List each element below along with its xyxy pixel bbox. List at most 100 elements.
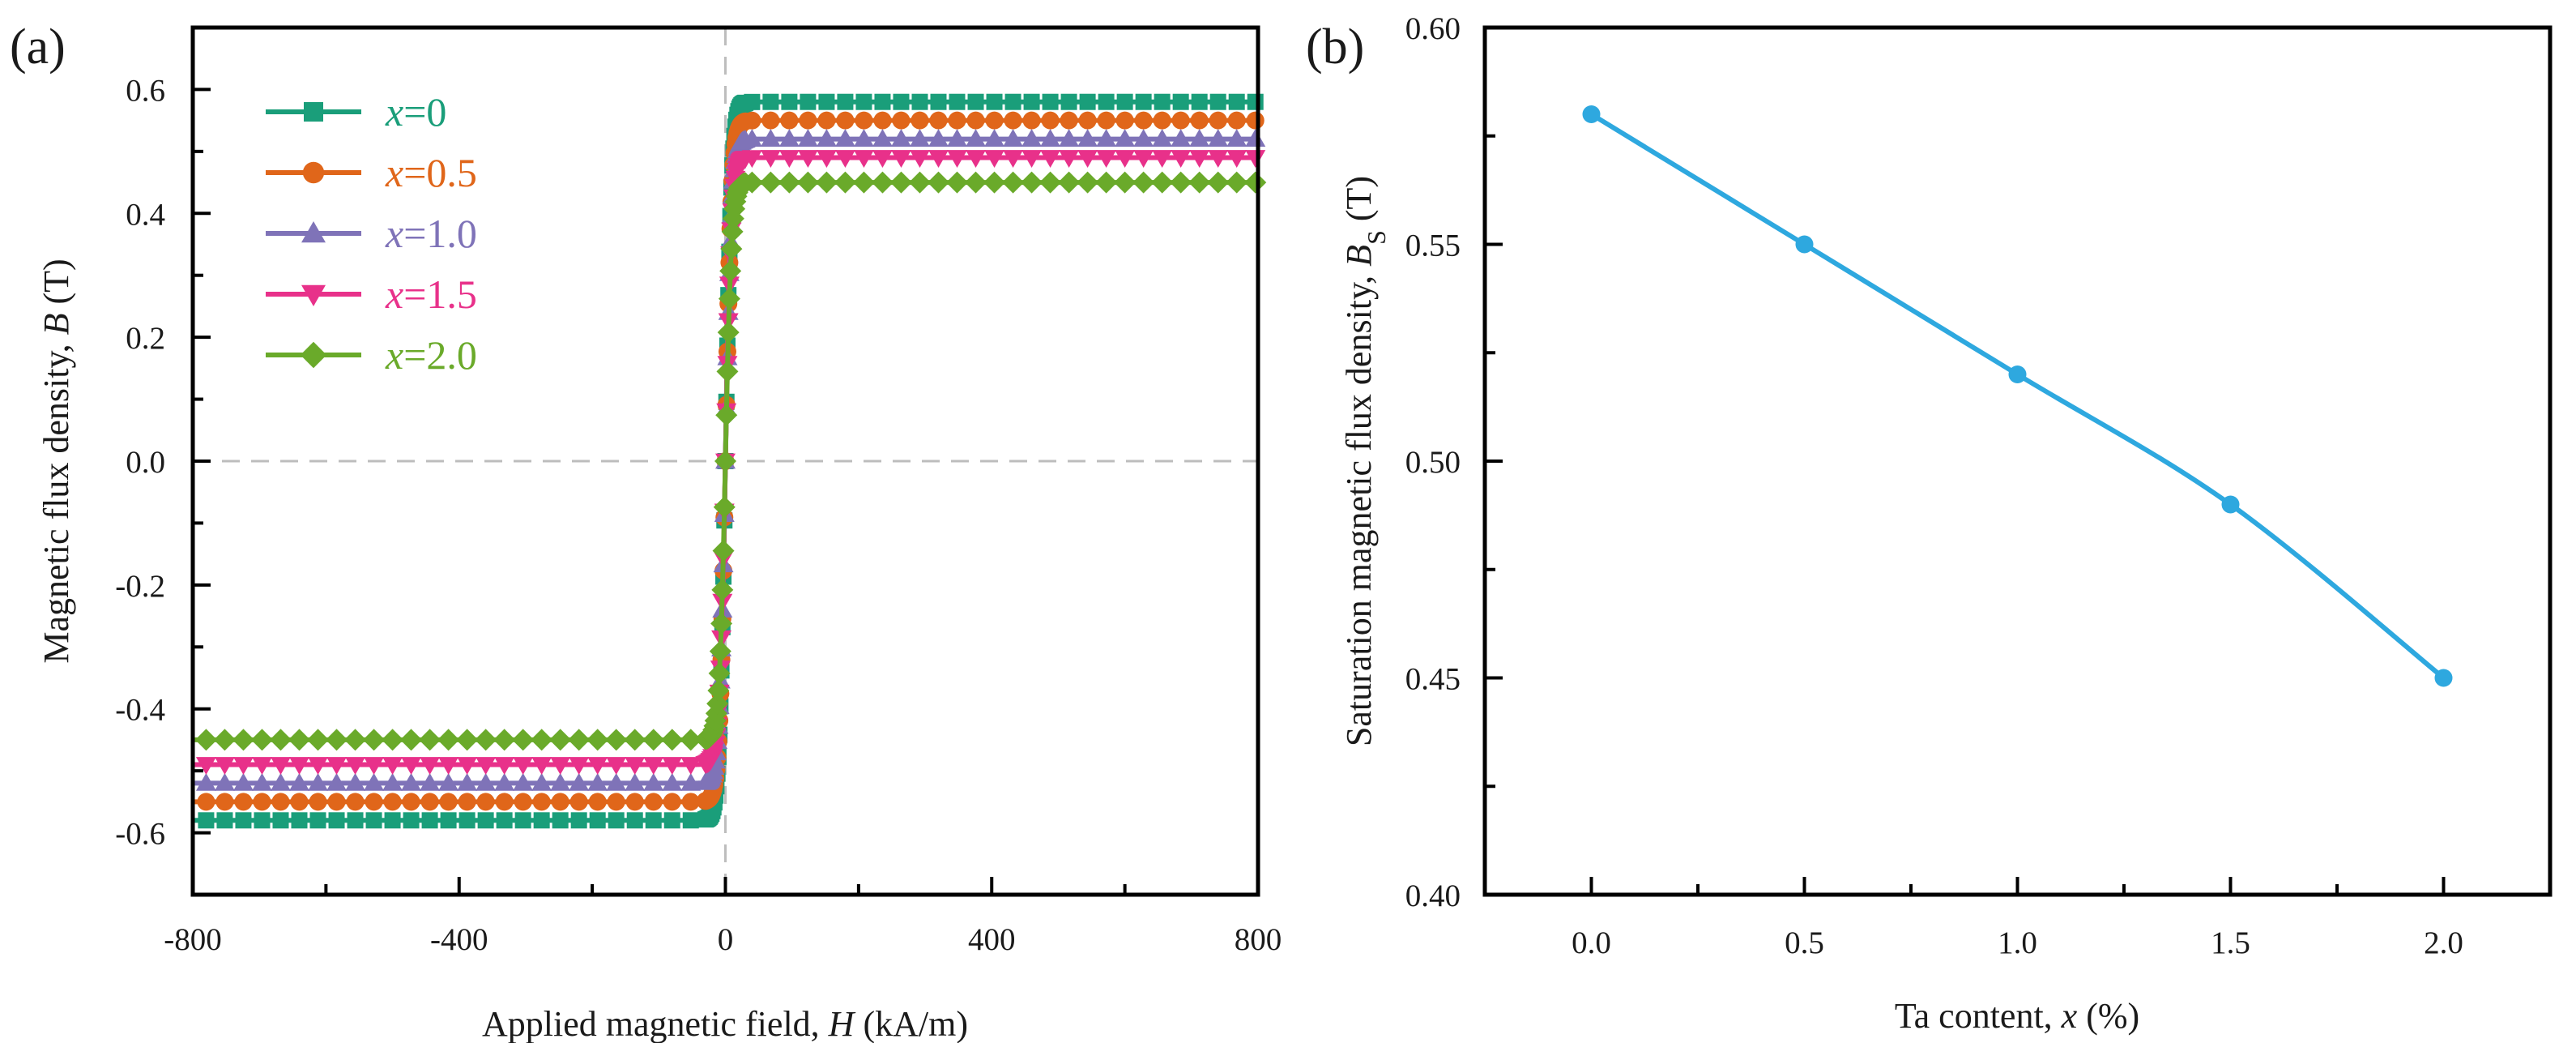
data-point [383, 793, 402, 811]
data-point [778, 171, 800, 194]
data-point [1247, 93, 1264, 110]
data-point [967, 93, 984, 110]
data-point [476, 772, 497, 791]
data-point [437, 729, 460, 751]
data-point [476, 757, 497, 775]
data-point [908, 171, 931, 194]
data-point [495, 793, 514, 811]
legend-item: x=1.0 [266, 211, 477, 256]
data-point [1040, 129, 1061, 147]
data-point [720, 237, 743, 260]
data-point [1039, 171, 1062, 194]
data-point [1021, 171, 1043, 194]
y-tick-label: 0.0 [126, 445, 165, 480]
hysteresis-curves [193, 93, 1267, 829]
data-point [456, 729, 479, 751]
data-point [1208, 150, 1229, 168]
data-point [1209, 111, 1227, 130]
data-point [550, 757, 571, 775]
data-point [852, 171, 875, 194]
data-point [871, 171, 893, 194]
data-point [911, 93, 928, 110]
data-point [949, 93, 966, 110]
data-point [816, 129, 837, 147]
data-point [680, 757, 702, 775]
data-point [1060, 93, 1077, 110]
y-tick-label: 0.45 [1405, 662, 1461, 697]
data-point [401, 772, 422, 791]
data-point [928, 171, 949, 194]
data-point [740, 171, 763, 194]
data-point [195, 757, 216, 775]
data-point [493, 729, 516, 751]
data-point [1171, 111, 1190, 130]
data-point [589, 812, 606, 829]
data-point [817, 111, 836, 130]
hysteresis-panel: (a) -800 -400 0 400 800 -0.6 -0.4 -0.2 0.0 0.2 0.… [10, 19, 1282, 1043]
data-point [496, 812, 513, 829]
data-point [1226, 150, 1247, 168]
data-point [291, 812, 308, 829]
data-point [625, 772, 646, 791]
data-point [1096, 129, 1117, 147]
data-point [346, 793, 365, 811]
data-point [194, 729, 217, 751]
data-point [288, 729, 310, 751]
data-point [1022, 111, 1041, 130]
data-point [439, 793, 458, 811]
data-point [569, 793, 588, 811]
legend-item: x=1.5 [266, 271, 477, 317]
data-point [800, 93, 817, 110]
data-point [1133, 129, 1154, 147]
data-point [1004, 111, 1022, 130]
data-point [1098, 93, 1115, 110]
data-point [457, 772, 478, 791]
data-point [1096, 150, 1117, 168]
data-point [909, 129, 930, 147]
data-point [494, 757, 515, 775]
y-tick-label: 0.2 [126, 321, 165, 356]
data-point [1095, 171, 1118, 194]
y-tick-label: -0.2 [115, 569, 165, 604]
data-point [662, 757, 683, 775]
data-point [662, 772, 683, 791]
data-point [307, 729, 330, 751]
data-point [1582, 105, 1601, 123]
data-point [759, 171, 782, 194]
data-point [946, 171, 969, 194]
data-point [717, 321, 740, 344]
data-point [716, 360, 739, 383]
legend: x=0 x=0.5 x=1.0 x=1.5 x=2.0 [266, 89, 477, 378]
data-point [514, 793, 532, 811]
legend-label: x=1.0 [385, 211, 477, 256]
data-point [663, 793, 681, 811]
data-point [645, 812, 662, 829]
data-point [928, 150, 949, 168]
data-point [1116, 93, 1133, 110]
data-point [680, 729, 702, 751]
data-point [1171, 129, 1192, 147]
data-point [1228, 93, 1245, 110]
data-point [625, 757, 646, 775]
x-tick-label: 0 [718, 922, 734, 957]
data-point [513, 772, 534, 791]
data-point [365, 793, 383, 811]
legend-label: x=0 [385, 89, 446, 135]
data-point [1209, 93, 1226, 110]
data-point [326, 729, 348, 751]
data-point [308, 772, 329, 791]
y-axis-label-b: Saturation magnetic flux density, BS (T) [1339, 176, 1391, 746]
y-tick-label: 0.60 [1405, 11, 1461, 46]
legend-item: x=0 [266, 89, 446, 135]
legend-marker [302, 161, 325, 184]
data-point [1189, 150, 1210, 168]
x-tick-label: 2.0 [2424, 925, 2463, 960]
data-point [644, 793, 663, 811]
data-point [796, 171, 819, 194]
y-tick-label: -0.6 [115, 817, 165, 852]
data-point [1115, 150, 1136, 168]
data-point [985, 111, 1004, 130]
data-point [606, 772, 627, 791]
data-point [1023, 93, 1040, 110]
saturation-line [1589, 112, 2446, 680]
